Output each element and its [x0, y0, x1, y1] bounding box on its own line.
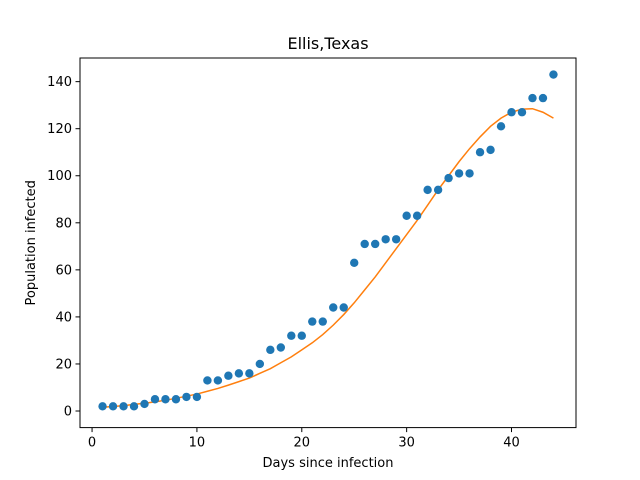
data-point — [339, 303, 348, 312]
y-tick-label: 40 — [55, 310, 72, 325]
data-point — [119, 402, 128, 411]
data-point — [507, 108, 516, 117]
data-point — [391, 235, 401, 244]
data-point — [496, 122, 506, 131]
data-point — [161, 395, 170, 404]
x-tick-label: 30 — [398, 436, 415, 451]
data-point — [402, 211, 411, 220]
data-point — [433, 185, 443, 195]
data-point — [486, 145, 495, 155]
data-point — [423, 185, 432, 195]
data-point — [203, 376, 212, 385]
data-point — [318, 317, 327, 326]
data-point — [108, 402, 118, 411]
x-tick-label: 0 — [88, 436, 96, 451]
y-tick-label: 120 — [47, 122, 72, 137]
data-point — [150, 395, 160, 404]
data-point — [287, 331, 296, 340]
y-axis-label: Population infected — [24, 180, 39, 305]
data-point — [171, 395, 181, 404]
data-point — [549, 70, 558, 79]
data-point — [276, 343, 286, 352]
data-point — [224, 371, 233, 380]
data-point — [360, 239, 369, 249]
data-point — [517, 108, 527, 117]
data-point — [140, 399, 149, 409]
x-tick-label: 40 — [503, 436, 520, 451]
data-point — [129, 402, 139, 411]
data-point — [454, 169, 464, 178]
plot-frame — [79, 57, 577, 429]
data-point — [370, 239, 380, 249]
y-tick-label: 80 — [55, 216, 72, 231]
data-point — [465, 169, 474, 178]
data-point — [213, 376, 223, 385]
data-point — [234, 369, 244, 378]
x-tick-label: 10 — [189, 436, 206, 451]
y-tick-label: 0 — [64, 405, 72, 420]
data-point — [381, 235, 390, 244]
data-point — [182, 392, 191, 402]
data-point — [245, 369, 254, 378]
data-point — [98, 402, 107, 411]
data-point — [350, 258, 359, 267]
data-point — [329, 303, 338, 312]
data-point — [266, 345, 275, 355]
data-point — [192, 392, 202, 402]
y-tick-label: 140 — [47, 75, 72, 90]
data-point — [297, 331, 306, 340]
data-point — [308, 317, 317, 326]
data-point — [538, 93, 548, 103]
y-tick-label: 20 — [55, 357, 72, 372]
y-tick-label: 60 — [55, 263, 72, 278]
y-tick-label: 100 — [47, 169, 72, 184]
x-tick-label: 20 — [294, 436, 311, 451]
data-point — [475, 148, 485, 157]
data-point — [255, 359, 265, 369]
data-point — [412, 211, 422, 220]
x-axis-label: Days since infection — [263, 456, 394, 471]
data-point — [444, 173, 453, 183]
chart-title: Ellis,Texas — [287, 34, 368, 53]
data-point — [528, 93, 537, 103]
